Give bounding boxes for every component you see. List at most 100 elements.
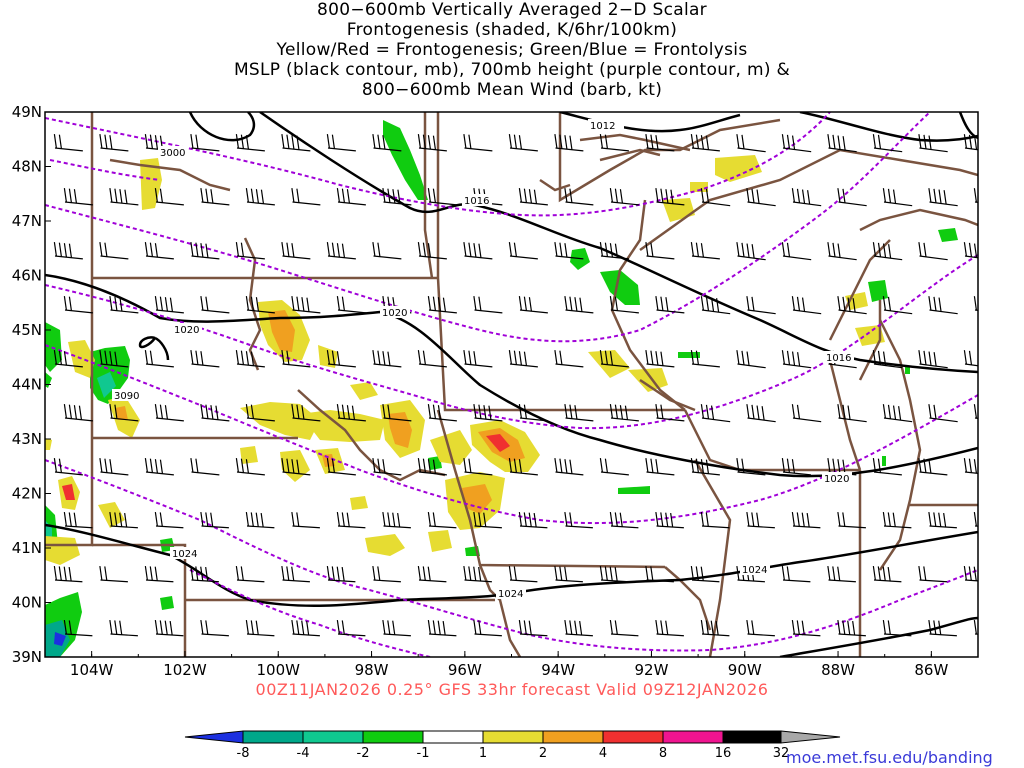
svg-text:1024: 1024 <box>172 549 197 560</box>
colorbar-label: 32 <box>773 746 790 761</box>
contour-labels: 1012 1016 1020 1020 1024 1024 1024 1016 <box>112 119 854 600</box>
wind-barb <box>63 188 93 206</box>
lat-tick-label: 39N <box>12 648 42 666</box>
wind-barb <box>518 296 548 314</box>
wind-barb <box>700 188 731 207</box>
latitude-axis: 49N 48N 47N 46N 45N 44N 43N 42N 41N 40N 39N <box>12 103 51 666</box>
svg-text:1020: 1020 <box>382 308 407 319</box>
wind-barb <box>291 620 320 637</box>
wind-barb <box>154 512 184 529</box>
wind-barb <box>973 296 978 312</box>
mslp-label-1016-east: 1016 <box>824 351 854 364</box>
wind-barb <box>827 242 857 261</box>
wind-barb <box>200 620 229 637</box>
wind-barb <box>928 404 958 423</box>
wind-barb <box>599 458 629 476</box>
wind-barb <box>144 350 174 368</box>
svg-text:1024: 1024 <box>742 565 767 576</box>
lon-tick-label: 102W <box>163 661 207 679</box>
wind-barb <box>53 458 83 476</box>
wind-barb <box>882 512 912 529</box>
wind-barb <box>554 458 584 476</box>
wind-barb <box>918 134 948 153</box>
wind-barb <box>837 296 867 315</box>
wind-barb <box>882 188 913 207</box>
wind-barb <box>609 512 639 529</box>
wind-barb <box>791 620 821 637</box>
wind-barb <box>190 350 220 368</box>
wind-barb <box>372 566 401 583</box>
wind-barb <box>791 296 822 315</box>
colorbar-segment <box>422 730 484 744</box>
colorbar-segment <box>780 730 841 744</box>
wind-barb <box>99 242 129 260</box>
wind-barb <box>291 188 321 206</box>
wind-barb <box>200 512 229 529</box>
colorbar-segment <box>482 730 544 744</box>
wind-barb <box>473 296 503 314</box>
wind-barb <box>427 404 457 422</box>
wind-barb <box>554 350 584 368</box>
lon-tick-label: 96W <box>448 661 482 679</box>
wind-barb <box>645 350 675 368</box>
lat-tick-label: 45N <box>12 321 42 339</box>
wind-barb <box>473 512 502 529</box>
wind-barb <box>791 404 822 423</box>
wind-barb <box>872 350 903 369</box>
wind-barb <box>837 404 867 423</box>
wind-barb <box>736 242 766 261</box>
wind-barb <box>63 512 93 529</box>
wind-barb <box>554 566 583 583</box>
wind-barb <box>154 620 184 637</box>
colorbar-label: -4 <box>297 746 310 761</box>
lat-tick-label: 48N <box>12 158 42 176</box>
wind-barb <box>837 620 866 637</box>
forecast-valid-time: 00Z11JAN2026 0.25° GFS 33hr forecast Val… <box>255 680 769 699</box>
wind-barb <box>326 242 356 260</box>
wind-barb <box>690 458 720 476</box>
wind-barb <box>918 458 948 476</box>
wind-barb <box>609 620 639 637</box>
height-label-3090: 3090 <box>112 389 142 402</box>
lat-tick-label: 40N <box>12 594 42 612</box>
wind-barb <box>291 404 321 422</box>
wind-barb <box>554 242 584 260</box>
wind-barb <box>736 350 766 369</box>
wind-barb <box>518 404 548 422</box>
wind-barb <box>564 404 594 422</box>
lon-tick-label: 86W <box>914 661 948 679</box>
wind-barb <box>973 404 978 420</box>
source-credit[interactable]: moe.met.fsu.edu/banding <box>786 748 993 767</box>
wind-barb <box>326 350 356 368</box>
wind-barb <box>144 566 174 583</box>
wind-barb <box>235 458 265 476</box>
wind-barb <box>144 242 174 260</box>
wind-barb <box>382 404 412 422</box>
svg-text:1012: 1012 <box>590 121 615 132</box>
wind-barb <box>281 566 310 583</box>
wind-barb <box>190 458 220 476</box>
wind-barb <box>655 296 685 314</box>
wind-barb <box>554 134 584 152</box>
wind-barb <box>235 242 265 260</box>
title-line-4: MSLP (black contour, mb), 700mb height (… <box>233 60 791 80</box>
wind-barb <box>872 458 902 476</box>
wind-barb <box>973 620 978 635</box>
wind-barb <box>235 350 265 368</box>
wind-barb <box>882 620 912 637</box>
wind-barb <box>564 512 593 529</box>
wind-barb <box>700 296 731 315</box>
wind-barb <box>154 188 184 206</box>
wind-barb <box>372 242 402 260</box>
wind-barb <box>463 242 493 260</box>
wind-barb <box>690 134 720 152</box>
wind-barb <box>746 620 775 637</box>
wind-barb <box>427 620 457 637</box>
wind-barb <box>645 566 674 583</box>
wind-barb <box>190 566 219 583</box>
wind-barb <box>63 620 93 637</box>
wind-barb <box>746 188 776 207</box>
wind-barb <box>53 134 83 152</box>
wind-barb <box>645 458 675 476</box>
wind-barb <box>791 512 821 529</box>
